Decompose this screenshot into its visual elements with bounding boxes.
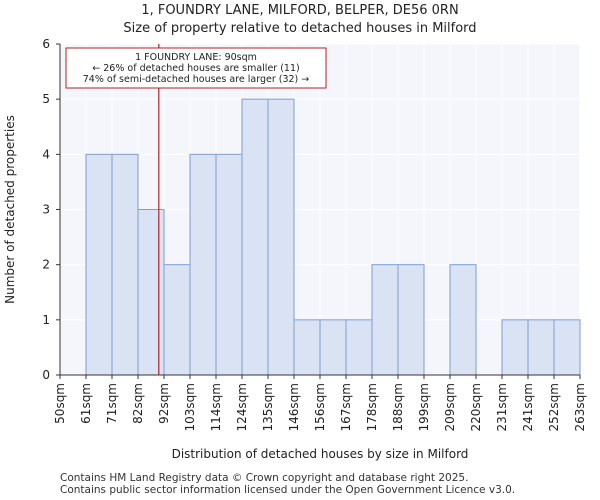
x-tick-label: 209sqm [443,383,457,431]
footer-copyright: Contains HM Land Registry data © Crown c… [60,472,469,484]
x-tick-label: 167sqm [339,383,353,431]
bar-71sqm [111,153,139,376]
x-tick-label: 178sqm [365,383,379,431]
x-tick-label: 241sqm [521,383,535,431]
annotation-line3: 74% of semi-detached houses are larger (… [83,74,310,85]
annotation-box [65,47,327,89]
y-tick-label: 5 [42,92,50,106]
bar-103sqm [189,153,217,376]
x-tick-label: 50sqm [53,383,67,424]
x-tick-label: 124sqm [235,383,249,431]
x-tick-label: 146sqm [287,383,301,431]
x-tick-label: 135sqm [261,383,275,431]
annotation-line2: ← 26% of detached houses are smaller (11… [92,63,299,74]
bar-167sqm [345,319,373,376]
bar-231sqm [501,319,529,376]
x-tick-label: 103sqm [183,383,197,431]
bar-146sqm [293,319,321,376]
bar-92sqm [163,264,191,376]
x-tick-label: 263sqm [573,383,587,431]
chart-title-line2: Size of property relative to detached ho… [123,21,477,36]
y-axis-label: Number of detached properties [3,115,17,304]
bar-135sqm [267,98,295,376]
bar-124sqm [241,98,269,376]
histogram-chart: 0 1 2 3 4 5 6 50sqm 61sqm 71sqm 82sqm 92sqm 103sqm 11… [3,37,587,461]
x-tick-label: 92sqm [157,383,171,424]
y-tick-label: 1 [42,313,50,327]
x-tick-label: 71sqm [105,383,119,424]
bar-61sqm [85,153,113,376]
bar-252sqm [553,319,581,376]
bar-188sqm [397,264,425,376]
annotation-line1: 1 FOUNDRY LANE: 90sqm [135,52,257,63]
chart-title-line1: 1, FOUNDRY LANE, MILFORD, BELPER, DE56 0… [141,3,459,18]
bar-156sqm [319,319,347,376]
footer-licence: Contains public sector information licen… [60,484,516,496]
bar-178sqm [371,264,399,376]
x-tick-label: 220sqm [469,383,483,431]
bar-82sqm [137,209,165,376]
y-tick-label: 2 [42,258,50,272]
x-tick-label: 114sqm [209,383,223,431]
bar-241sqm [527,319,555,376]
x-tick-label: 82sqm [131,383,145,424]
x-tick-label: 252sqm [547,383,561,431]
bar-114sqm [215,153,243,376]
x-axis-label: Distribution of detached houses by size … [172,447,469,461]
y-tick-label: 3 [42,203,50,217]
x-tick-label: 231sqm [495,383,509,431]
x-tick-label: 156sqm [313,383,327,431]
x-tick-label: 61sqm [79,383,93,424]
x-tick-label: 199sqm [417,383,431,431]
y-tick-label: 4 [42,147,50,161]
y-tick-label: 6 [42,37,50,51]
x-tick-label: 188sqm [391,383,405,431]
bar-209sqm [449,264,477,376]
y-tick-label: 0 [42,368,50,382]
